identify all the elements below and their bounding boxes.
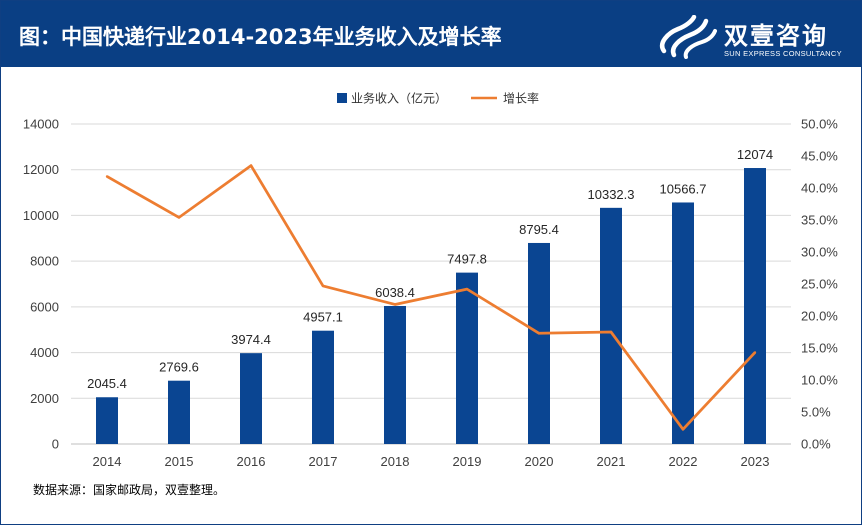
right-tick-label: 40.0% (801, 181, 838, 196)
bar-2021 (600, 207, 622, 444)
brand-name-en: SUN EXPRESS CONSULTANCY (724, 49, 842, 58)
right-tick-label: 25.0% (801, 277, 838, 292)
x-tick-label: 2014 (93, 454, 122, 469)
right-tick-label: 20.0% (801, 309, 838, 324)
left-tick-label: 6000 (30, 299, 59, 314)
growth-point-2014 (105, 175, 109, 178)
right-tick-label: 35.0% (801, 213, 838, 228)
brand-swirl-icon (660, 14, 717, 59)
bar-data-labels: 2045.4 2769.6 3974.4 4957.1 6038.4 7497.8 8795… (87, 147, 773, 391)
bar-label-2022: 10566.7 (660, 181, 707, 196)
bar-2017 (312, 330, 334, 444)
growth-point-2019 (465, 287, 469, 291)
bar-label-2014: 2045.4 (87, 376, 127, 391)
x-tick-label: 2015 (165, 454, 194, 469)
x-tick-label: 2022 (669, 454, 698, 469)
left-tick-label: 10000 (23, 208, 59, 223)
right-tick-label: 50.0% (801, 117, 838, 132)
x-tick-label: 2020 (525, 454, 554, 469)
left-tick-label: 2000 (30, 391, 59, 406)
growth-point-2017 (321, 284, 325, 288)
bar-2022 (672, 202, 694, 444)
bar-label-2023: 12074 (737, 147, 773, 162)
right-tick-label: 5.0% (801, 405, 831, 420)
left-tick-label: 8000 (30, 254, 59, 269)
header-bar: 图：中国快递行业2014-2023年业务收入及增长率 双壹咨询 SUN EXPR… (1, 1, 861, 67)
bar-label-2017: 4957.1 (303, 310, 343, 325)
bar-2020 (528, 242, 550, 444)
bar-2016 (240, 353, 262, 444)
gridlines (71, 123, 791, 445)
page-title: 图：中国快递行业2014-2023年业务收入及增长率 (19, 25, 502, 49)
growth-point-2015 (177, 216, 181, 219)
bar-series (96, 168, 766, 444)
growth-point-2021 (609, 330, 613, 334)
legend-label-bar: 业务收入（亿元） (351, 91, 447, 106)
x-tick-label: 2016 (237, 454, 266, 469)
left-tick-label: 4000 (30, 345, 59, 360)
bar-2015 (168, 380, 190, 444)
growth-rate-line (106, 164, 757, 431)
growth-point-2018 (393, 303, 397, 306)
right-tick-label: 10.0% (801, 373, 838, 388)
combo-chart: 2045.4 2769.6 3974.4 4957.1 6038.4 7497.8 8795… (23, 91, 838, 470)
legend: 业务收入（亿元） 增长率 (337, 91, 539, 106)
left-axis-ticks: 0 2000 4000 6000 8000 10000 12000 14000 (23, 117, 59, 452)
right-tick-label: 0.0% (801, 437, 831, 452)
growth-point-2023 (753, 351, 757, 354)
brand-name-cn: 双壹咨询 (724, 21, 828, 50)
x-tick-label: 2017 (309, 454, 338, 469)
left-tick-label: 12000 (23, 162, 59, 177)
line-series (105, 164, 757, 431)
left-tick-label: 14000 (23, 117, 59, 132)
growth-point-2022 (681, 428, 685, 431)
right-axis-ticks: 0.0% 5.0% 10.0% 15.0% 20.0% 25.0% 30.0% 35.0% 40… (801, 117, 838, 452)
bar-label-2020: 8795.4 (519, 222, 559, 237)
bar-label-2019: 7497.8 (447, 252, 487, 267)
bar-2014 (96, 397, 118, 444)
right-tick-label: 30.0% (801, 245, 838, 260)
source-note: 数据来源：国家邮政局，双壹整理。 (33, 483, 226, 497)
bar-2023 (744, 168, 766, 444)
x-tick-label: 2021 (597, 454, 626, 469)
bar-label-2016: 3974.4 (231, 332, 271, 347)
bar-label-2021: 10332.3 (588, 187, 635, 202)
x-axis-ticks: 2014 2015 2016 2017 2018 2019 2020 2021 2022 2023 (93, 454, 770, 469)
growth-point-2020 (537, 332, 541, 335)
bar-2019 (456, 272, 478, 444)
right-tick-label: 45.0% (801, 149, 838, 164)
right-tick-label: 15.0% (801, 341, 838, 356)
bar-label-2015: 2769.6 (159, 360, 199, 375)
legend-label-line: 增长率 (503, 91, 539, 106)
left-tick-label: 0 (52, 437, 59, 452)
x-tick-label: 2023 (741, 454, 770, 469)
bar-2018 (384, 305, 406, 444)
brand-logo: 双壹咨询 SUN EXPRESS CONSULTANCY (656, 14, 846, 59)
growth-point-2016 (249, 164, 253, 167)
x-tick-label: 2018 (381, 454, 410, 469)
legend-swatch-bar (337, 93, 347, 103)
bar-label-2018: 6038.4 (375, 285, 415, 300)
x-tick-label: 2019 (453, 454, 482, 469)
